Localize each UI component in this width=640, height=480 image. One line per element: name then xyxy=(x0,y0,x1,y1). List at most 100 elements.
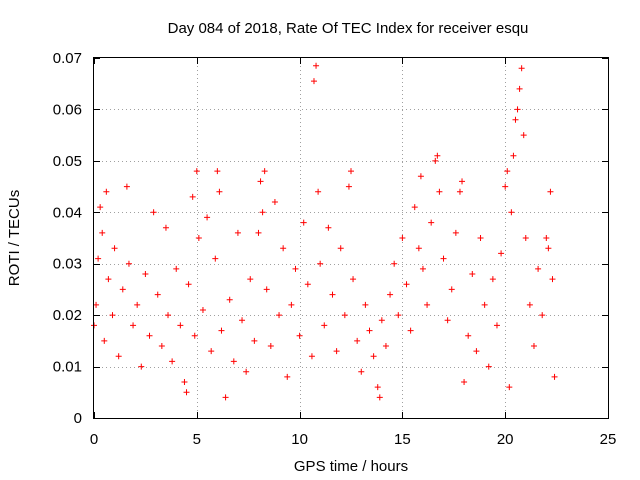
data-point xyxy=(481,301,488,308)
data-point xyxy=(216,188,223,195)
data-point xyxy=(271,199,278,205)
data-point xyxy=(358,368,365,375)
data-point xyxy=(284,373,291,380)
data-point xyxy=(345,183,352,190)
data-point xyxy=(310,78,317,85)
data-point xyxy=(477,235,484,241)
data-point xyxy=(362,301,369,308)
data-point xyxy=(387,291,394,298)
data-point xyxy=(407,327,414,334)
data-point xyxy=(280,245,287,252)
data-point xyxy=(522,235,529,241)
data-point xyxy=(251,337,258,344)
data-point xyxy=(520,132,527,139)
data-point xyxy=(547,188,554,195)
data-point xyxy=(259,209,266,216)
data-point xyxy=(325,224,332,231)
data-point xyxy=(130,322,137,329)
data-point xyxy=(257,178,264,185)
data-point xyxy=(502,183,509,190)
grid-lines xyxy=(94,58,608,418)
data-point xyxy=(193,168,200,175)
data-point xyxy=(378,317,385,324)
data-point xyxy=(465,332,472,339)
data-point xyxy=(208,348,215,355)
data-point xyxy=(498,250,505,257)
data-point xyxy=(222,394,229,401)
y-tick-label: 0.01 xyxy=(53,359,82,376)
data-point xyxy=(300,219,307,226)
data-point xyxy=(218,327,225,334)
data-point xyxy=(329,291,336,298)
data-point xyxy=(230,358,237,365)
data-point xyxy=(504,168,511,175)
axis-ticks xyxy=(94,58,609,419)
data-point xyxy=(189,193,196,200)
data-point xyxy=(403,281,410,288)
data-point xyxy=(181,379,188,385)
y-tick-label: 0.06 xyxy=(53,101,82,118)
data-point xyxy=(485,363,492,370)
y-tick-label: 0.02 xyxy=(53,307,82,324)
data-point xyxy=(436,188,443,195)
data-point xyxy=(459,178,466,185)
data-point xyxy=(267,343,274,349)
chart-title: Day 084 of 2018, Rate Of TEC Index for r… xyxy=(168,20,529,37)
data-point xyxy=(255,229,262,236)
data-point xyxy=(105,276,112,283)
data-point xyxy=(508,209,515,216)
data-point xyxy=(101,337,108,344)
data-point xyxy=(341,312,348,319)
data-point xyxy=(243,368,250,375)
data-point xyxy=(543,235,550,241)
data-point xyxy=(119,286,126,293)
data-point xyxy=(452,229,459,236)
data-point xyxy=(411,204,418,211)
data-point xyxy=(204,214,211,221)
data-point xyxy=(512,116,519,123)
data-point xyxy=(165,312,172,319)
data-point xyxy=(321,322,328,329)
y-tick-label: 0.07 xyxy=(53,50,82,67)
data-point xyxy=(169,358,176,365)
data-point xyxy=(415,245,422,252)
data-point xyxy=(150,209,157,216)
data-point xyxy=(93,301,100,308)
x-tick-label: 10 xyxy=(291,431,308,448)
x-tick-label: 20 xyxy=(497,431,514,448)
scatter-points xyxy=(91,62,558,401)
data-point xyxy=(493,322,500,329)
data-point xyxy=(185,281,192,288)
data-point xyxy=(456,188,463,195)
x-axis-label: GPS time / hours xyxy=(294,458,408,475)
data-point xyxy=(434,152,441,159)
data-point xyxy=(173,265,180,272)
data-point xyxy=(111,245,118,252)
data-point xyxy=(545,245,552,252)
data-point xyxy=(366,327,373,334)
data-point xyxy=(212,255,219,262)
data-point xyxy=(448,286,455,293)
data-point xyxy=(489,276,496,283)
data-point xyxy=(350,276,357,283)
data-point xyxy=(214,168,221,175)
y-tick-label: 0.05 xyxy=(53,153,82,170)
data-point xyxy=(417,173,424,180)
data-point xyxy=(337,245,344,252)
data-point xyxy=(199,307,206,313)
data-point xyxy=(317,260,324,267)
data-point xyxy=(440,255,447,262)
data-point xyxy=(354,337,361,344)
data-point xyxy=(261,168,268,175)
data-point xyxy=(146,332,153,339)
x-tick-label: 0 xyxy=(90,431,98,448)
data-point xyxy=(315,188,322,195)
data-point xyxy=(288,301,295,308)
y-axis-label: ROTI / TECUs xyxy=(6,190,23,286)
plot-frame xyxy=(93,57,609,419)
data-point xyxy=(138,363,145,370)
data-point xyxy=(296,332,303,339)
data-point xyxy=(115,353,122,360)
data-point xyxy=(469,271,476,277)
data-point xyxy=(539,312,546,319)
